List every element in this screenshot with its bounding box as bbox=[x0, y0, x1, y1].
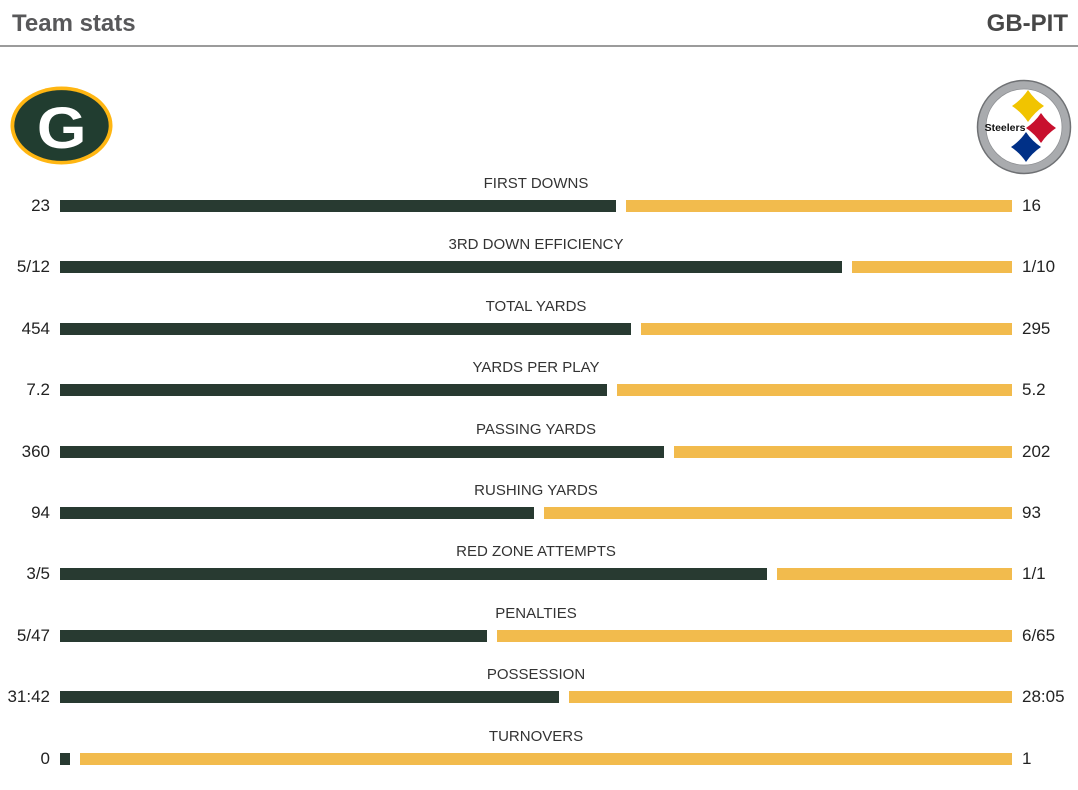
away-bar bbox=[60, 506, 534, 519]
bar-track bbox=[60, 196, 1012, 216]
away-value: 7.2 bbox=[26, 380, 50, 400]
stat-row: TURNOVERS 0 1 bbox=[0, 726, 1078, 787]
home-value: 28:05 bbox=[1022, 687, 1065, 707]
bar-track bbox=[60, 442, 1012, 462]
stat-row: RED ZONE ATTEMPTS 3/5 1/1 bbox=[0, 541, 1078, 602]
packers-g-letter: G bbox=[37, 96, 87, 161]
matchup-code: GB-PIT bbox=[986, 10, 1068, 37]
bar-track bbox=[60, 687, 1012, 707]
header-divider bbox=[0, 45, 1078, 47]
away-value: 360 bbox=[21, 441, 50, 461]
away-value: 0 bbox=[40, 748, 50, 768]
stat-label: PENALTIES bbox=[495, 604, 577, 622]
home-bar bbox=[640, 322, 1012, 335]
bar-track bbox=[60, 749, 1012, 769]
away-bar bbox=[60, 629, 487, 642]
bar-track bbox=[60, 257, 1012, 277]
home-value: 1/10 bbox=[1022, 257, 1056, 277]
stat-row: YARDS PER PLAY 7.2 5.2 bbox=[0, 357, 1078, 418]
away-bar bbox=[60, 691, 560, 704]
home-bar bbox=[851, 261, 1012, 274]
home-bar bbox=[625, 200, 1012, 212]
stat-row: TOTAL YARDS 454 295 bbox=[0, 296, 1078, 357]
bar-track bbox=[60, 626, 1012, 646]
away-value: 23 bbox=[31, 196, 50, 215]
away-bar bbox=[60, 200, 616, 212]
stat-row: PASSING YARDS 360 202 bbox=[0, 419, 1078, 480]
bar-track bbox=[60, 380, 1012, 400]
home-value: 1/1 bbox=[1022, 564, 1046, 584]
stat-row: PENALTIES 5/47 6/65 bbox=[0, 603, 1078, 664]
team-logos-row: G Steelers bbox=[0, 47, 1078, 175]
packers-logo-icon: G bbox=[10, 86, 113, 170]
stat-label: RED ZONE ATTEMPTS bbox=[456, 543, 616, 561]
away-bar bbox=[60, 384, 608, 397]
away-bar bbox=[60, 752, 70, 765]
home-bar bbox=[496, 629, 1012, 642]
home-value: 202 bbox=[1022, 441, 1051, 461]
team-stats-chart: FIRST DOWNS 23 16 3RD DOWN EFFICIENCY 5/… bbox=[0, 173, 1078, 787]
stat-label: FIRST DOWNS bbox=[483, 175, 589, 192]
bar-track bbox=[60, 503, 1012, 523]
away-bar bbox=[60, 322, 631, 335]
home-bar bbox=[673, 445, 1012, 458]
away-value: 5/12 bbox=[16, 257, 50, 277]
away-value: 454 bbox=[21, 318, 50, 338]
header: Team stats GB-PIT bbox=[0, 0, 1078, 38]
stat-row: FIRST DOWNS 23 16 bbox=[0, 173, 1078, 234]
home-bar bbox=[569, 691, 1012, 704]
home-value: 93 bbox=[1022, 502, 1041, 522]
home-bar bbox=[80, 752, 1012, 765]
away-bar bbox=[60, 445, 664, 458]
stat-row: 3RD DOWN EFFICIENCY 5/12 1/10 bbox=[0, 234, 1078, 295]
away-bar bbox=[60, 568, 767, 581]
bar-track bbox=[60, 564, 1012, 584]
away-value: 3/5 bbox=[26, 564, 50, 584]
bar-track bbox=[60, 319, 1012, 339]
stat-label: 3RD DOWN EFFICIENCY bbox=[448, 236, 624, 254]
stat-label: TURNOVERS bbox=[488, 727, 584, 745]
steelers-wordmark: Steelers bbox=[985, 122, 1026, 134]
stat-label: POSSESSION bbox=[486, 666, 586, 684]
stat-row: RUSHING YARDS 94 93 bbox=[0, 480, 1078, 541]
home-bar bbox=[543, 506, 1012, 519]
home-value: 5.2 bbox=[1022, 380, 1046, 400]
steelers-logo-icon: Steelers bbox=[976, 79, 1072, 180]
home-bar bbox=[617, 384, 1012, 397]
home-value: 16 bbox=[1022, 196, 1041, 215]
away-value: 31:42 bbox=[7, 687, 50, 707]
home-value: 295 bbox=[1022, 318, 1051, 338]
stat-label: TOTAL YARDS bbox=[485, 297, 587, 315]
away-value: 94 bbox=[31, 502, 50, 522]
stat-label: PASSING YARDS bbox=[475, 420, 597, 438]
away-value: 5/47 bbox=[16, 625, 50, 645]
away-bar bbox=[60, 261, 842, 274]
page-title: Team stats bbox=[12, 10, 136, 37]
stat-label: RUSHING YARDS bbox=[474, 481, 598, 499]
stat-label: YARDS PER PLAY bbox=[472, 359, 600, 377]
home-bar bbox=[776, 568, 1012, 581]
home-value: 1 bbox=[1022, 748, 1032, 768]
stat-row: POSSESSION 31:42 28:05 bbox=[0, 664, 1078, 725]
home-value: 6/65 bbox=[1022, 625, 1056, 645]
